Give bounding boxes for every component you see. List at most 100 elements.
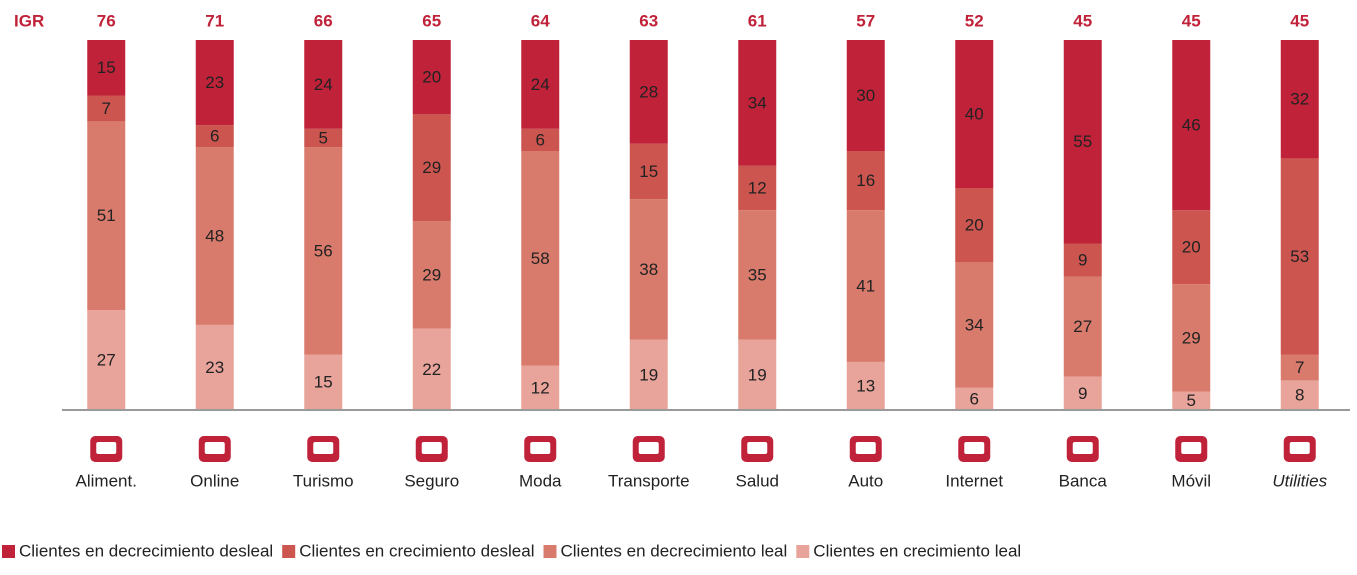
igr-value: 64	[531, 11, 550, 30]
igr-value: 45	[1182, 11, 1201, 30]
igr-value: 76	[97, 11, 116, 30]
igr-value: 71	[205, 11, 224, 30]
bar-segment	[304, 354, 343, 410]
legend-label: Clientes en crecimiento desleal	[299, 541, 534, 560]
bar-segment	[304, 128, 343, 148]
bar-segment	[1280, 380, 1319, 410]
bar-segment	[521, 365, 560, 410]
bar-segment	[846, 151, 885, 211]
category-icon-detail	[638, 442, 659, 454]
value-label: 20	[1182, 238, 1201, 257]
x-tick-label: Salud	[736, 471, 779, 490]
value-label: 41	[856, 277, 875, 296]
value-label: 29	[422, 265, 441, 284]
x-tick-label: Online	[190, 471, 239, 490]
value-label: 58	[531, 249, 550, 268]
value-label: 20	[422, 67, 441, 86]
bar-segment	[1063, 376, 1102, 410]
bar-segment	[629, 143, 668, 200]
category-icon-detail	[1181, 442, 1202, 454]
bar-segment	[1172, 284, 1211, 392]
x-tick-label: Banca	[1059, 471, 1108, 490]
bar-segment	[1172, 210, 1211, 285]
category-icon-detail	[313, 442, 334, 454]
igr-label: IGR	[14, 11, 44, 30]
value-label: 56	[314, 241, 333, 260]
x-tick-label: Internet	[945, 471, 1003, 490]
value-label: 48	[205, 227, 224, 246]
value-label: 24	[531, 75, 550, 94]
bar-segment	[195, 125, 234, 148]
value-label: 32	[1290, 90, 1309, 109]
legend-label: Clientes en decrecimiento leal	[561, 541, 788, 560]
value-label: 5	[319, 129, 328, 148]
igr-value: 45	[1073, 11, 1092, 30]
bar-segment	[1063, 243, 1102, 277]
legend-swatch	[543, 545, 557, 558]
category-icon-detail	[1289, 442, 1310, 454]
bar-segment	[412, 328, 451, 410]
bar-segment	[738, 210, 777, 340]
value-label: 23	[205, 358, 224, 377]
bar-segment	[412, 114, 451, 222]
x-tick-label: Utilities	[1272, 471, 1327, 490]
x-tick-label: Transporte	[608, 471, 690, 490]
bar-segment	[955, 262, 994, 388]
bar-segment	[412, 40, 451, 114]
value-label: 6	[536, 130, 545, 149]
x-tick-label: Moda	[519, 471, 562, 490]
value-label: 12	[531, 378, 550, 397]
category-icon-detail	[96, 442, 117, 454]
bar-segment	[955, 387, 994, 410]
igr-value: 45	[1290, 11, 1309, 30]
value-label: 46	[1182, 116, 1201, 135]
bar-segment	[87, 95, 126, 122]
x-tick-label: Auto	[848, 471, 883, 490]
bar-segment	[304, 40, 343, 129]
bar-segment	[846, 40, 885, 151]
bar-segment	[1063, 276, 1102, 377]
value-label: 12	[748, 178, 767, 197]
category-icon-detail	[964, 442, 985, 454]
bar-segment	[87, 121, 126, 311]
igr-value: 61	[748, 11, 767, 30]
legend-swatch	[2, 545, 15, 558]
category-icon-detail	[855, 442, 876, 454]
bar-segment	[195, 40, 234, 126]
category-icon-detail	[747, 442, 768, 454]
bar-segment	[304, 147, 343, 355]
value-label: 27	[1073, 317, 1092, 336]
value-label: 22	[422, 360, 441, 379]
bar-segment	[1172, 391, 1211, 410]
bar-segment	[1063, 40, 1102, 244]
bar-segment	[738, 339, 777, 410]
legend-label: Clientes en crecimiento leal	[813, 541, 1021, 560]
bar-segment	[1280, 354, 1319, 381]
value-label: 9	[1078, 251, 1087, 270]
value-label: 40	[965, 104, 984, 123]
value-label: 13	[856, 376, 875, 395]
bar-segment	[846, 210, 885, 362]
x-tick-label: Móvil	[1171, 471, 1211, 490]
value-label: 19	[639, 365, 658, 384]
value-label: 24	[314, 75, 333, 94]
x-tick-label: Aliment.	[76, 471, 137, 490]
value-label: 30	[856, 86, 875, 105]
legend-label: Clientes en decrecimiento desleal	[19, 541, 273, 560]
value-label: 15	[314, 373, 333, 392]
bar-segment	[629, 40, 668, 144]
value-label: 29	[422, 158, 441, 177]
value-label: 34	[965, 315, 984, 334]
value-label: 23	[205, 73, 224, 92]
bar-segment	[955, 188, 994, 262]
category-icon-detail	[1072, 442, 1093, 454]
value-label: 38	[639, 260, 658, 279]
value-label: 16	[856, 171, 875, 190]
igr-value: 66	[314, 11, 333, 30]
legend-swatch	[282, 545, 296, 558]
x-tick-label: Seguro	[404, 471, 459, 490]
value-label: 6	[210, 127, 219, 146]
bar-segment	[521, 40, 560, 129]
bar-segment	[738, 40, 777, 166]
bar-segment	[521, 128, 560, 151]
